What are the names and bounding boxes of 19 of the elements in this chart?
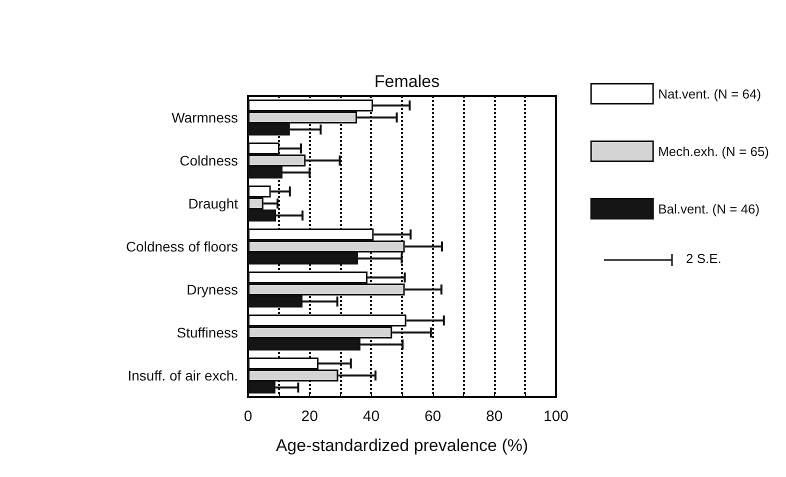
x-tick-label: 100 (543, 408, 569, 425)
y-tick-label: Insuff. of air exch. (128, 368, 238, 384)
x-tick-label: 20 (301, 408, 318, 425)
x-tick-label: 0 (244, 408, 252, 425)
legend-label: Bal.vent. (N = 46) (658, 201, 760, 216)
legend-label: Mech.exh. (N = 65) (658, 144, 769, 159)
x-tick-label: 40 (362, 408, 380, 425)
y-tick-label: Draught (188, 196, 238, 212)
x-tick-label: 60 (424, 408, 442, 425)
y-tick-label: Stuffiness (176, 324, 238, 340)
chart-title: Females (374, 72, 440, 91)
y-tick-label: Coldness (180, 152, 238, 168)
y-tick-label: Warmness (172, 110, 238, 126)
text: 2 S.E. (686, 251, 722, 266)
legend-label: Nat.vent. (N = 64) (658, 86, 762, 102)
x-tick-label: 80 (486, 408, 503, 425)
y-tick-label: Coldness of floors (126, 238, 238, 254)
x-axis-title: Age-standardized prevalence (%) (276, 436, 528, 455)
y-tick-label: Dryness (186, 282, 238, 298)
